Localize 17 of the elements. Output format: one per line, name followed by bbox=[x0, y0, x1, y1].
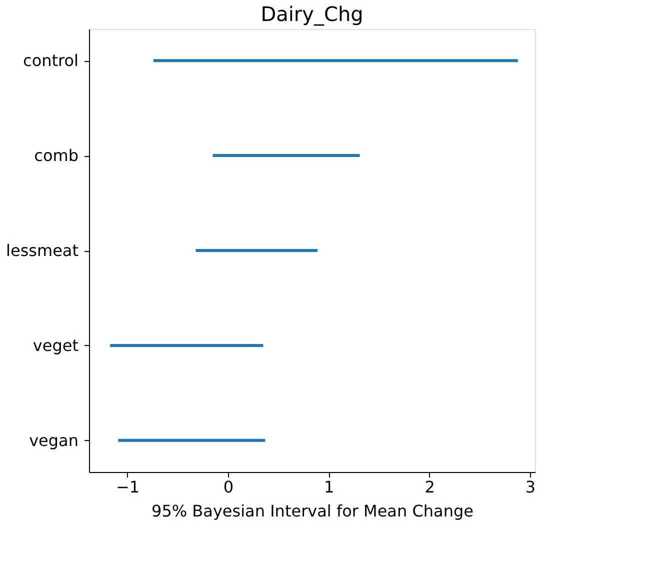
x-tick-label: 1 bbox=[324, 478, 334, 496]
x-tick-label: 3 bbox=[525, 478, 536, 496]
y-tick-label: vegan bbox=[29, 430, 78, 450]
bar bbox=[118, 438, 266, 442]
y-tick-label: comb bbox=[34, 146, 78, 166]
x-tick-label: 0 bbox=[223, 478, 234, 496]
y-tick-label: control bbox=[23, 51, 78, 70]
y-tick-label: lessmeat bbox=[6, 241, 78, 260]
x-tick-label: −1 bbox=[116, 478, 140, 496]
bar bbox=[153, 59, 518, 62]
x-tick-label: 2 bbox=[424, 478, 435, 496]
bar bbox=[110, 344, 264, 347]
chart-title: Dairy_Chg bbox=[260, 2, 364, 26]
bar bbox=[196, 249, 318, 252]
bar bbox=[212, 154, 360, 158]
y-tick-label: veget bbox=[32, 336, 78, 355]
x-axis-title: 95% Bayesian Interval for Mean Change bbox=[152, 502, 474, 520]
